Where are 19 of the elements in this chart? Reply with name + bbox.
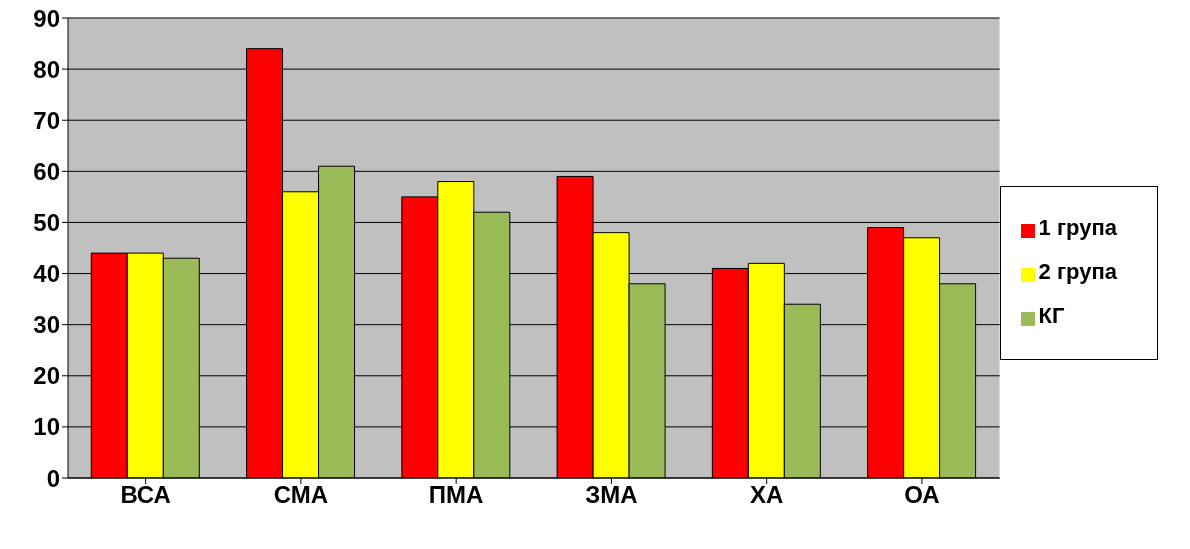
legend-label: 2 група bbox=[1038, 259, 1117, 284]
x-tick-label: ЗМА bbox=[585, 481, 638, 509]
x-tick-label: СМА bbox=[273, 481, 329, 509]
x-tick-label: ПМА bbox=[428, 481, 484, 509]
legend-label: КГ bbox=[1038, 303, 1065, 328]
x-tick-label: ВСА bbox=[120, 481, 171, 509]
y-tick-label: 80 bbox=[33, 55, 60, 83]
y-tick-label: 60 bbox=[33, 157, 60, 185]
y-tick-label: 20 bbox=[33, 362, 60, 390]
x-tick-label: ХА bbox=[750, 481, 784, 509]
y-tick-label: 0 bbox=[46, 464, 60, 492]
x-tick-label: ОА bbox=[904, 481, 940, 509]
y-tick-label: 70 bbox=[33, 106, 60, 134]
y-tick-label: 30 bbox=[33, 311, 60, 339]
y-tick-label: 90 bbox=[33, 4, 60, 32]
y-tick-label: 40 bbox=[33, 260, 60, 288]
y-tick-label: 10 bbox=[33, 413, 60, 441]
y-tick-label: 50 bbox=[33, 208, 60, 236]
legend-label: 1 група bbox=[1038, 215, 1117, 240]
